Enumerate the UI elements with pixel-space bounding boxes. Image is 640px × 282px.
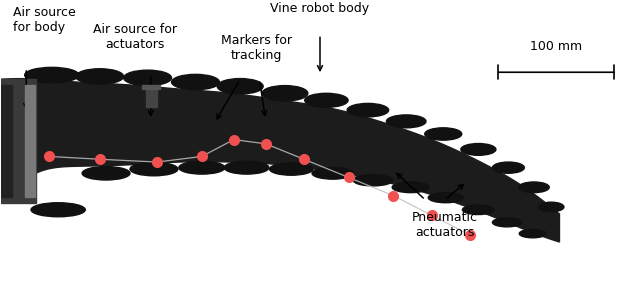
Ellipse shape bbox=[347, 103, 388, 117]
Ellipse shape bbox=[179, 161, 225, 174]
Ellipse shape bbox=[392, 182, 429, 193]
Ellipse shape bbox=[518, 182, 549, 193]
Ellipse shape bbox=[82, 167, 130, 180]
Polygon shape bbox=[1, 79, 559, 242]
Ellipse shape bbox=[387, 115, 426, 128]
Ellipse shape bbox=[130, 162, 178, 176]
Ellipse shape bbox=[217, 79, 263, 94]
Ellipse shape bbox=[31, 203, 85, 217]
Ellipse shape bbox=[172, 74, 220, 90]
Text: Air source for
actuators: Air source for actuators bbox=[93, 23, 177, 51]
Ellipse shape bbox=[224, 161, 269, 174]
Text: 100 mm: 100 mm bbox=[530, 39, 582, 53]
Ellipse shape bbox=[25, 67, 79, 83]
Text: Air source
for body: Air source for body bbox=[13, 6, 76, 34]
Ellipse shape bbox=[312, 168, 353, 179]
Ellipse shape bbox=[269, 163, 313, 175]
Polygon shape bbox=[25, 85, 35, 197]
Ellipse shape bbox=[492, 162, 524, 173]
Text: Vine robot body: Vine robot body bbox=[271, 2, 369, 15]
Polygon shape bbox=[1, 85, 12, 197]
Ellipse shape bbox=[124, 70, 172, 85]
Ellipse shape bbox=[519, 229, 546, 238]
Ellipse shape bbox=[463, 205, 494, 215]
Ellipse shape bbox=[428, 193, 463, 203]
Ellipse shape bbox=[538, 202, 564, 212]
Ellipse shape bbox=[461, 144, 496, 155]
Polygon shape bbox=[147, 89, 157, 107]
Ellipse shape bbox=[262, 85, 308, 101]
Text: Markers for
tracking: Markers for tracking bbox=[221, 34, 292, 62]
Polygon shape bbox=[1, 79, 36, 203]
Ellipse shape bbox=[492, 218, 522, 227]
Text: Pneumatic
actuators: Pneumatic actuators bbox=[412, 211, 477, 239]
Polygon shape bbox=[143, 85, 161, 89]
Ellipse shape bbox=[305, 93, 348, 107]
Ellipse shape bbox=[425, 128, 462, 140]
Ellipse shape bbox=[353, 175, 393, 186]
Ellipse shape bbox=[76, 69, 124, 84]
